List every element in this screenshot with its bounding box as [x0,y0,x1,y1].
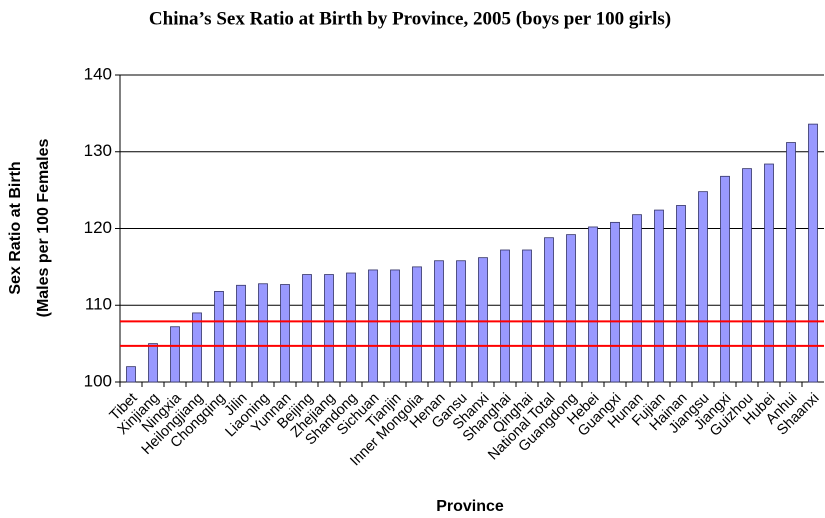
y-tick-label: 100 [84,371,112,390]
y-tick-label: 140 [84,64,112,83]
bar [632,214,642,383]
bar [566,234,576,383]
bar [742,168,752,383]
y-axis-label: (Males per 100 Females [35,139,52,318]
x-axis-label: Province [436,498,504,515]
bar [522,249,532,383]
bar [676,205,686,383]
bar [170,326,180,383]
bar [280,284,290,383]
bar [478,257,488,383]
y-tick-label: 110 [85,295,112,314]
bar [126,366,136,383]
bar [764,163,774,383]
bar [808,123,818,383]
y-tick-label: 130 [84,141,112,160]
y-axis-label: Sex Ratio at Birth [7,161,24,294]
bar [610,221,620,383]
bar [324,274,334,383]
bar [346,272,356,383]
bar [192,312,202,383]
bar [720,175,730,383]
bar [214,291,224,383]
bar [698,191,708,383]
chart-title: China’s Sex Ratio at Birth by Province, … [149,8,671,29]
bar [654,209,664,383]
bar [302,274,312,383]
bar [148,343,158,383]
bar [588,226,598,383]
bar [786,142,796,383]
bar [500,249,510,383]
bar [236,284,246,383]
bar [258,283,268,383]
y-tick-label: 120 [84,218,112,237]
bar [368,269,378,383]
bar [390,269,400,383]
bar [544,237,554,383]
bar [412,266,422,383]
